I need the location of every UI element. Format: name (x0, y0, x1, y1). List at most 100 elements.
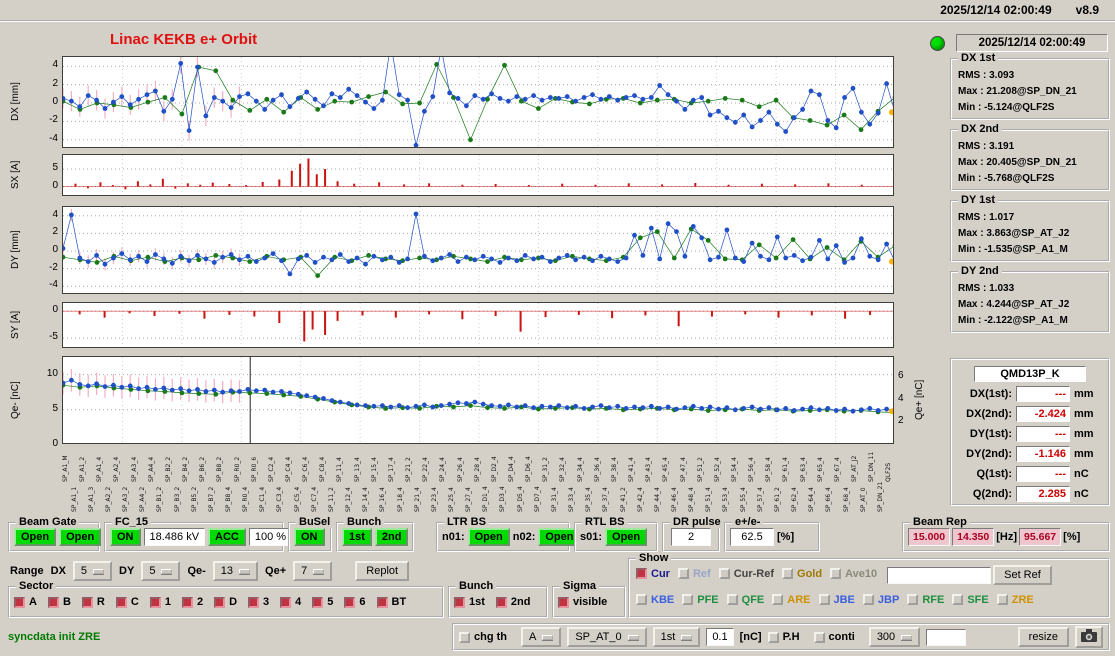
stat-max: Max : 21.208@SP_DN_21 (958, 86, 1077, 97)
axis-monitor-label: SP_R0_6 (250, 456, 258, 482)
show-gold-checkbox[interactable]: Gold (782, 568, 822, 580)
sector-bt-checkbox[interactable]: BT (376, 596, 406, 608)
sector-2-checkbox[interactable]: 2 (181, 596, 203, 608)
range-qem-select[interactable]: 13 (212, 561, 259, 581)
ltr-n01-open-button[interactable]: Open (467, 528, 510, 546)
sector-a-checkbox[interactable]: A (14, 596, 37, 608)
replot-button[interactable]: Replot (355, 561, 410, 581)
busel-on-button[interactable]: ON (294, 528, 325, 546)
show-ave10-checkbox[interactable]: Ave10 (830, 568, 877, 580)
bunch-1st-button[interactable]: 1st (342, 528, 372, 546)
fc15-on-button[interactable]: ON (110, 528, 141, 546)
rtl-s01-open-button[interactable]: Open (605, 528, 648, 546)
show-jbp-checkbox[interactable]: JBP (862, 594, 899, 606)
sector-1-checkbox[interactable]: 1 (149, 596, 171, 608)
bunch-select[interactable]: 1st (652, 627, 701, 647)
axis-monitor-label: SP_C6_4 (302, 456, 310, 482)
show-qfe-checkbox[interactable]: QFE (726, 594, 764, 606)
axis-monitor-label: SP_43_4 (645, 457, 653, 482)
y-tick: 5 (52, 402, 58, 414)
sector-d-checkbox[interactable]: D (214, 596, 237, 608)
y-tick-right: 4 (898, 392, 904, 404)
beam-gate-open-1-button[interactable]: Open (14, 528, 57, 546)
beam-rep-value-2: 14.350 (952, 528, 995, 546)
show-row2-items: KBE PFE QFE ARE JBE JBP RFE SFE ZRE (636, 594, 1042, 609)
stat-max: Max : 3.863@SP_AT_J2 (958, 228, 1070, 239)
checkbox-icon (459, 631, 470, 643)
sector-4-checkbox[interactable]: 4 (280, 596, 301, 608)
beam-gate-open-2-button[interactable]: Open (59, 528, 102, 546)
bunch-2nd-checkbox[interactable]: 2nd (495, 596, 531, 608)
plot-canvas-dy[interactable] (62, 206, 894, 294)
qmd-title[interactable]: QMD13P_K (974, 366, 1086, 382)
monitor-select[interactable]: SP_AT_0 (567, 627, 647, 647)
bunch-select-group-label: Bunch (456, 580, 497, 592)
plot-canvas-sx[interactable] (62, 154, 894, 196)
axis-monitor-label: SP_B8_2 (216, 456, 224, 482)
checkbox-icon (14, 596, 25, 608)
sigma-group: Sigma visible (552, 580, 626, 618)
show-pfe-checkbox[interactable]: PFE (682, 594, 719, 606)
y-tick: -2 (49, 114, 58, 126)
show-zre-checkbox[interactable]: ZRE (996, 594, 1034, 606)
checkbox-icon (907, 594, 919, 606)
axis-monitor-label: SP_23_4 (430, 487, 438, 512)
bunch-1st-checkbox[interactable]: 1st (454, 596, 485, 608)
screenshot-button[interactable] (1075, 626, 1103, 648)
show-ref-checkbox[interactable]: Ref (677, 568, 711, 580)
axis-monitor-label: SP_66_4 (825, 487, 833, 512)
sigma-visible-checkbox[interactable]: visible (558, 596, 607, 608)
axis-monitor-label: SP_C2_4 (267, 456, 275, 482)
axis-monitor-label: SP_35_4 (585, 487, 593, 512)
show-jbe-checkbox[interactable]: JBE (818, 594, 855, 606)
range-qep-select[interactable]: 7 (293, 561, 333, 581)
option-menu-icon (93, 568, 105, 574)
sector-b-checkbox[interactable]: B (47, 596, 71, 608)
sector-c-checkbox[interactable]: C (115, 596, 139, 608)
chg-th-checkbox[interactable]: chg th (459, 631, 507, 643)
ref-name-input[interactable] (887, 566, 992, 584)
ltr-n02-open-button[interactable]: Open (538, 528, 581, 546)
checkbox-label: RFE (922, 593, 945, 606)
axis-monitor-label: SP_C3_4 (276, 486, 284, 512)
fc15-acc-button[interactable]: ACC (208, 528, 246, 546)
sector-5-checkbox[interactable]: 5 (312, 596, 333, 608)
checkbox-label: Cur-Ref (733, 567, 775, 580)
range-dy-select[interactable]: 5 (141, 561, 181, 581)
status-message: syncdata init ZRE (8, 631, 101, 643)
show-cur-checkbox[interactable]: Cur (636, 568, 670, 580)
checkbox-label: 2nd (510, 596, 531, 608)
stat-rms: RMS : 1.017 (958, 212, 1015, 223)
selected-value: 13 (220, 565, 234, 577)
axis-monitor-label: SP_AT_J2 (851, 455, 859, 482)
plot-canvas-sy[interactable] (62, 302, 894, 348)
checkbox-icon (782, 568, 794, 580)
axis-monitor-label: SP_D4_4 (508, 456, 516, 482)
bunch-2nd-button[interactable]: 2nd (374, 528, 409, 546)
show-sfe-checkbox[interactable]: SFE (952, 594, 989, 606)
sector-3-checkbox[interactable]: 3 (248, 596, 269, 608)
plot-canvas-dx[interactable] (62, 56, 894, 148)
show-cur-ref-checkbox[interactable]: Cur-Ref (718, 567, 775, 580)
y-tick: 5 (52, 162, 58, 173)
show-kbe-checkbox[interactable]: KBE (636, 594, 674, 606)
channel-select[interactable]: A (521, 627, 562, 647)
stat-group-dx-1st: DX 1st RMS : 3.093 Max : 21.208@SP_DN_21 Mi… (950, 52, 1110, 120)
show-are-checkbox[interactable]: ARE (772, 594, 811, 606)
axis-monitor-label: SP_B4_2 (182, 456, 190, 482)
sector-6-checkbox[interactable]: 6 (344, 596, 366, 608)
plot-canvas-qe[interactable] (62, 356, 894, 444)
set-ref-button[interactable]: Set Ref (993, 565, 1052, 585)
conti-checkbox[interactable]: conti (813, 631, 855, 643)
resize-button[interactable]: resize (1017, 627, 1069, 647)
range-dx-select[interactable]: 5 (72, 561, 113, 581)
ph-checkbox[interactable]: P.H (767, 631, 800, 643)
count-input[interactable] (926, 628, 967, 646)
axis-monitor-label: SP_B2_2 (164, 456, 172, 482)
axis-monitor-label: SP_24_4 (439, 457, 447, 482)
show-rfe-checkbox[interactable]: RFE (907, 594, 944, 606)
y-tick: 10 (46, 367, 58, 379)
axis-monitor-label: SP_B8_4 (224, 486, 232, 512)
interval-select[interactable]: 300 (868, 627, 921, 647)
sector-r-checkbox[interactable]: R (81, 596, 105, 608)
